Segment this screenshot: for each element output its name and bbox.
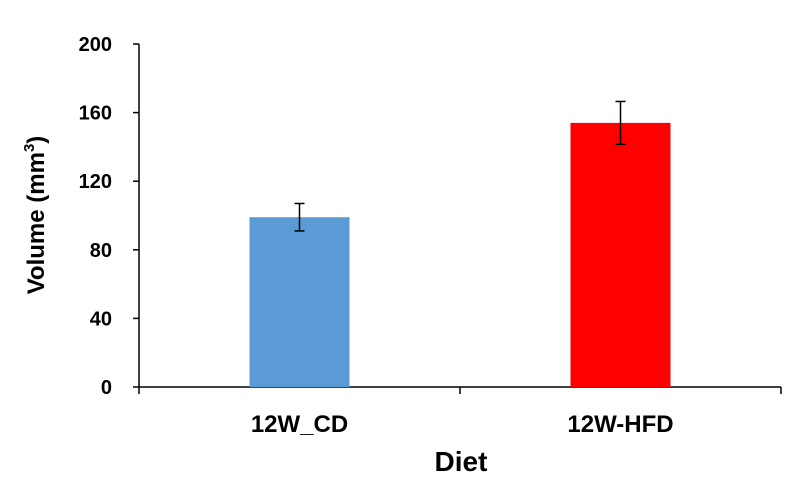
y-axis-title-close: ): [23, 136, 50, 144]
y-axis-title-main: Volume (mm: [23, 152, 50, 294]
y-tick-label: 0: [101, 377, 112, 399]
x-tick-label: 12W_CD: [251, 411, 348, 438]
x-axis-title: Diet: [435, 446, 488, 477]
bar: [570, 122, 671, 387]
y-tick-label: 160: [79, 103, 112, 125]
y-tick-label: 120: [79, 171, 112, 193]
y-tick-label: 80: [90, 240, 112, 262]
x-tick-label: 12W-HFD: [567, 411, 673, 438]
x-axis: 12W_CD 12W-HFD: [138, 386, 782, 438]
bar: [249, 217, 350, 387]
y-axis-title: Volume (mm3): [21, 136, 50, 295]
error-bar: [294, 202, 305, 232]
y-tick-label: 200: [79, 34, 112, 56]
error-bar: [615, 100, 626, 146]
y-tick-label: 40: [90, 308, 112, 330]
bars: [249, 122, 671, 387]
error-bars: [294, 100, 626, 232]
y-axis: 0 40 80 120 160 200: [79, 34, 140, 399]
y-axis-title-superscript: 3: [21, 144, 38, 152]
